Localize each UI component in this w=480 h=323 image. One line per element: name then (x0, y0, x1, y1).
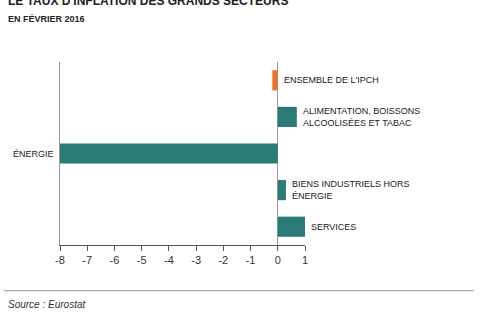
svg-text:Source : Eurostat: Source : Eurostat (8, 299, 86, 310)
svg-text:-4: -4 (164, 254, 174, 266)
svg-text:ENSEMBLE DE L'IPCH: ENSEMBLE DE L'IPCH (284, 75, 379, 85)
svg-text:BIENS INDUSTRIELS HORSÉNERGIE: BIENS INDUSTRIELS HORSÉNERGIE (292, 179, 410, 201)
svg-text:-1: -1 (246, 254, 256, 266)
svg-text:ÉNERGIE: ÉNERGIE (13, 149, 54, 159)
svg-text:-3: -3 (191, 254, 201, 266)
svg-text:LE TAUX D'INFLATION DES GRANDS: LE TAUX D'INFLATION DES GRANDS SECTEURS (8, 0, 288, 8)
svg-text:EN FÉVRIER 2016: EN FÉVRIER 2016 (8, 14, 85, 24)
svg-text:SERVICES: SERVICES (311, 222, 356, 232)
svg-text:-6: -6 (110, 254, 120, 266)
svg-text:ALIMENTATION, BOISSONSALCOOLIS: ALIMENTATION, BOISSONSALCOOLISÉES ET TAB… (303, 106, 420, 128)
svg-text:-2: -2 (218, 254, 228, 266)
svg-text:0: 0 (275, 254, 281, 266)
svg-text:1: 1 (302, 254, 308, 266)
svg-text:-7: -7 (82, 254, 92, 266)
svg-text:-5: -5 (137, 254, 147, 266)
svg-text:-8: -8 (55, 254, 65, 266)
